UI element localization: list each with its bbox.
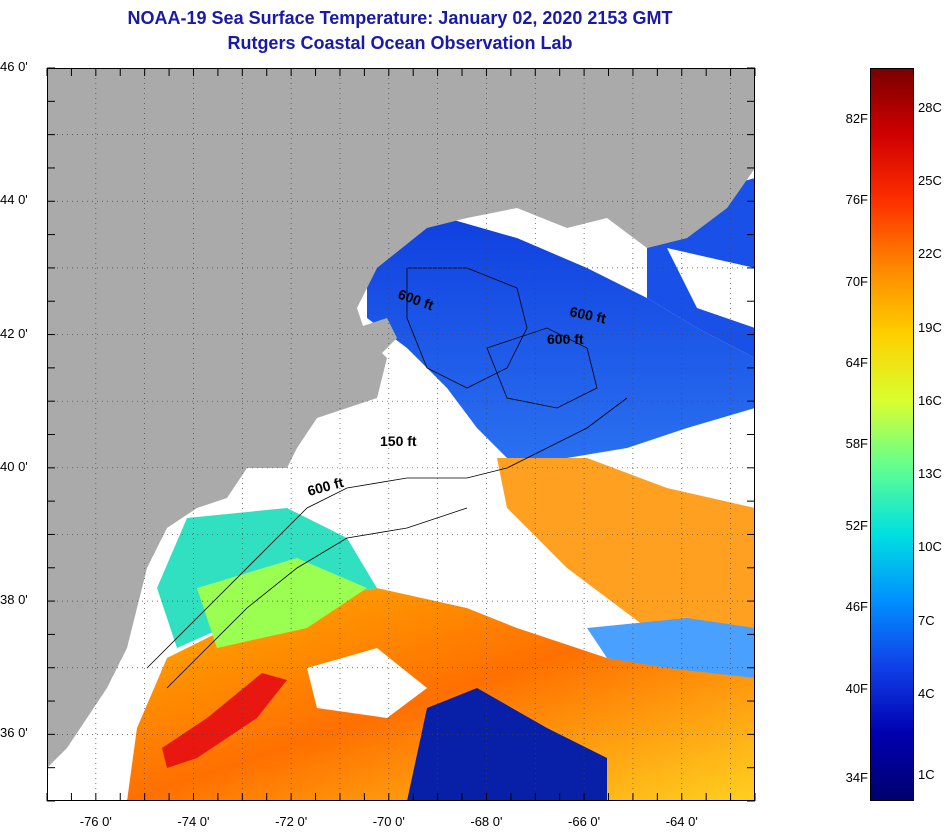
colorbar-fahrenheit-label: 34F [845,770,868,786]
colorbar-celsius-label: 19C [918,319,942,335]
longitude-label: -76 0' [79,814,112,829]
graticule [47,68,755,801]
colorbar-fahrenheit-label: 46F [845,599,868,615]
land-north-america [47,68,755,768]
colorbar-fahrenheit-label: 40F [845,680,868,696]
latitude-label: 44 0' [0,192,28,208]
colorbar-fahrenheit-label: 82F [845,110,868,126]
map-ticks [46,67,756,802]
latitude-label: 38 0' [0,592,28,608]
temperature-colorbar [870,68,914,801]
latitude-label: 36 0' [0,725,28,741]
latitude-label: 40 0' [0,458,28,474]
isobath-label: 150 ft [380,433,417,449]
longitude-label: -70 0' [372,814,405,829]
land-nova-scotia [607,148,755,248]
land-cape-cod [357,318,397,353]
colorbar-fahrenheit-label: 58F [845,436,868,452]
gulf-stream-warm-band [497,458,755,628]
longitude-label: -74 0' [177,814,210,829]
isobath-label: 600 ft [568,303,607,326]
green-water-region [197,558,367,648]
colorbar-celsius-label: 22C [918,246,942,262]
cool-shelf-water [587,618,755,678]
hot-water-patch [162,673,287,768]
sst-map: 600 ft 600 ft 600 ft 150 ft 600 ft [46,67,756,802]
colorbar-celsius-label: 16C [918,392,942,408]
deep-blue-eddy [407,688,607,801]
colorbar-celsius-label: 1C [918,767,935,783]
longitude-label: -68 0' [470,814,503,829]
gulf-of-maine-cold-water [367,218,755,458]
warm-water-region [127,588,755,801]
colorbar-fahrenheit-label: 52F [845,517,868,533]
colorbar-celsius-label: 25C [918,172,942,188]
map-title: NOAA-19 Sea Surface Temperature: January… [127,8,673,28]
longitude-label: -72 0' [275,814,308,829]
cloud-mask-south [307,648,427,718]
longitude-label: -66 0' [568,814,601,829]
colorbar-celsius-label: 13C [918,466,942,482]
colorbar-celsius-label: 28C [918,99,942,115]
colorbar-celsius-label: 4C [918,686,935,702]
cloud-mask-central [297,468,567,628]
colorbar-fahrenheit-label: 64F [845,354,868,370]
isobath-label: 600 ft [547,331,584,347]
colorbar-celsius-label: 7C [918,612,935,628]
latitude-label: 42 0' [0,325,28,341]
isobath-contours [146,267,628,689]
longitude-label: -64 0' [665,814,698,829]
latitude-label: 46 0' [0,59,28,74]
map-subtitle: Rutgers Coastal Ocean Observation Lab [227,33,573,53]
colorbar-fahrenheit-label: 70F [845,273,868,289]
colorbar-celsius-label: 10C [918,539,942,555]
colorbar-fahrenheit-label: 76F [845,192,868,208]
